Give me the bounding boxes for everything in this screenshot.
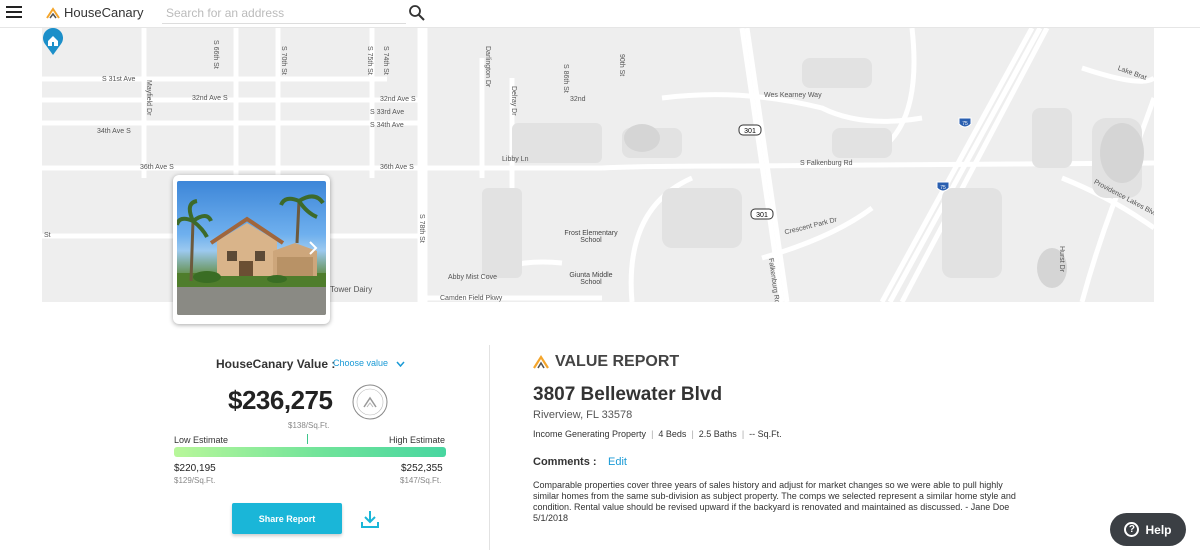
housecanary-value-label: HouseCanary Value : bbox=[216, 357, 336, 371]
property-city: Riverview, FL 33578 bbox=[533, 409, 633, 421]
map-street-label: Camden Field Pkwy bbox=[440, 295, 503, 302]
route-shield-icon: 301 bbox=[738, 124, 762, 136]
map-street-label: S 75th St bbox=[366, 46, 373, 75]
comments-label: Comments : bbox=[533, 456, 597, 468]
property-address: 3807 Bellewater Blvd bbox=[533, 384, 723, 405]
svg-text:301: 301 bbox=[744, 128, 756, 135]
high-estimate-label: High Estimate bbox=[389, 435, 446, 445]
hamburger-menu-icon[interactable] bbox=[6, 6, 22, 20]
brand-logo[interactable]: HouseCanary bbox=[46, 5, 144, 20]
address-search-input[interactable] bbox=[162, 2, 406, 24]
house-illustration bbox=[177, 194, 326, 315]
map-street-label: 36th Ave S bbox=[140, 164, 174, 171]
map-roads bbox=[42, 28, 1154, 302]
question-icon: ? bbox=[1124, 522, 1140, 537]
value-per-sqft: $138/Sq.Ft. bbox=[288, 421, 330, 430]
edit-comments-link[interactable]: Edit bbox=[608, 456, 627, 468]
map-place-giunta-middle: Giunta Middle School bbox=[569, 272, 613, 286]
property-location-pin-icon[interactable] bbox=[42, 28, 64, 56]
report-title-text: VALUE REPORT bbox=[555, 353, 680, 370]
map-place-frost-elementary: Frost Elementary School bbox=[564, 230, 618, 244]
map-street-label: 32nd bbox=[570, 96, 586, 103]
housecanary-logo-icon bbox=[46, 6, 60, 19]
download-icon[interactable] bbox=[360, 509, 380, 529]
map-street-label: Mayfield Dr bbox=[145, 80, 152, 116]
housecanary-logo-icon bbox=[533, 354, 549, 369]
comment-text: Comparable properties cover three years … bbox=[533, 480, 1016, 523]
map-street-label: S Falkenburg Rd bbox=[800, 160, 853, 167]
help-label: Help bbox=[1145, 522, 1172, 537]
map-street-label: Darlington Dr bbox=[484, 46, 491, 88]
property-details: Income Generating Property | 4 Beds | 2.5 Ba… bbox=[533, 429, 782, 439]
high-confidence-seal-icon bbox=[352, 384, 388, 420]
valuation-panel: HouseCanary Value : Choose value $236,27… bbox=[160, 345, 460, 545]
route-shield-icon: 301 bbox=[750, 208, 774, 220]
estimate-range-bar bbox=[174, 447, 446, 457]
low-estimate-per-sqft: $129/Sq.Ft. bbox=[174, 476, 216, 485]
search-icon[interactable] bbox=[408, 4, 426, 22]
map-street-label: Hurst Dr bbox=[1058, 246, 1065, 273]
map-street-label: Libby Ln bbox=[502, 156, 529, 163]
high-estimate-value: $252,355 bbox=[401, 463, 443, 474]
interstate-shield-icon: 75 bbox=[958, 117, 972, 128]
property-photo-card[interactable] bbox=[173, 175, 330, 324]
map-street-label: S 78th St bbox=[418, 214, 425, 243]
property-beds: 4 Beds bbox=[658, 429, 687, 439]
map-street-label: St bbox=[44, 232, 51, 239]
map-street-label: S 74th St bbox=[382, 46, 389, 75]
svg-text:75: 75 bbox=[940, 185, 946, 191]
map-street-label: Abby Mist Cove bbox=[448, 274, 498, 281]
map-street-label: 32nd Ave S bbox=[380, 96, 416, 103]
brand-name: HouseCanary bbox=[64, 5, 144, 20]
map-street-label: 90th St bbox=[618, 54, 625, 77]
map-street-label: 36th Ave S bbox=[380, 164, 414, 171]
map-street-label: S 34th Ave bbox=[370, 122, 404, 129]
map-street-label: 32nd Ave S bbox=[192, 95, 228, 102]
share-report-button[interactable]: Share Report bbox=[232, 503, 342, 534]
map-street-label: Delray Dr bbox=[510, 86, 517, 116]
chevron-down-icon[interactable] bbox=[396, 361, 405, 367]
property-sqft: -- Sq.Ft. bbox=[749, 429, 782, 439]
map-street-label: S 66th St bbox=[212, 40, 219, 69]
interstate-shield-icon: 75 bbox=[936, 181, 950, 192]
high-estimate-per-sqft: $147/Sq.Ft. bbox=[400, 476, 442, 485]
choose-value-dropdown[interactable]: Choose value bbox=[333, 358, 389, 368]
low-estimate-label: Low Estimate bbox=[174, 435, 229, 445]
map-street-label: 34th Ave S bbox=[97, 128, 131, 135]
map-street-label: S 86th St bbox=[562, 64, 569, 93]
svg-text:301: 301 bbox=[756, 212, 768, 219]
help-button[interactable]: ? Help bbox=[1110, 513, 1186, 546]
property-baths: 2.5 Baths bbox=[698, 429, 737, 439]
map-street-label: S 31st Ave bbox=[102, 76, 136, 83]
estimate-marker bbox=[307, 434, 308, 444]
property-photo bbox=[177, 181, 326, 315]
map-street-label: Wes Kearney Way bbox=[764, 92, 822, 99]
map-street-label: S 70th St bbox=[280, 46, 287, 75]
low-estimate-value: $220,195 bbox=[174, 463, 216, 474]
panel-divider bbox=[489, 345, 490, 550]
property-type: Income Generating Property bbox=[533, 429, 647, 439]
top-bar: HouseCanary bbox=[0, 0, 1200, 28]
map-street-label: S 33rd Ave bbox=[370, 109, 405, 116]
estimated-value: $236,275 bbox=[228, 385, 333, 415]
photo-next-chevron-icon[interactable] bbox=[308, 241, 318, 255]
report-title: VALUE REPORT bbox=[533, 353, 679, 371]
svg-text:75: 75 bbox=[962, 121, 968, 127]
map-street-label: Tower Dairy bbox=[330, 285, 373, 294]
